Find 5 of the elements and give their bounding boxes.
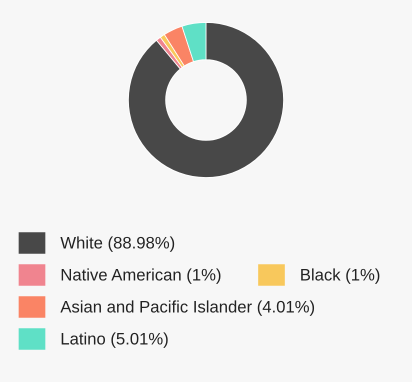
legend-label: Asian and Pacific Islander (4.01%) (60, 300, 314, 316)
legend-label: White (88.98%) (60, 236, 174, 252)
legend-label: Black (1%) (301, 268, 380, 284)
legend-label: Latino (5.01%) (62, 332, 168, 348)
legend-label: Native American (1%) (62, 268, 220, 284)
